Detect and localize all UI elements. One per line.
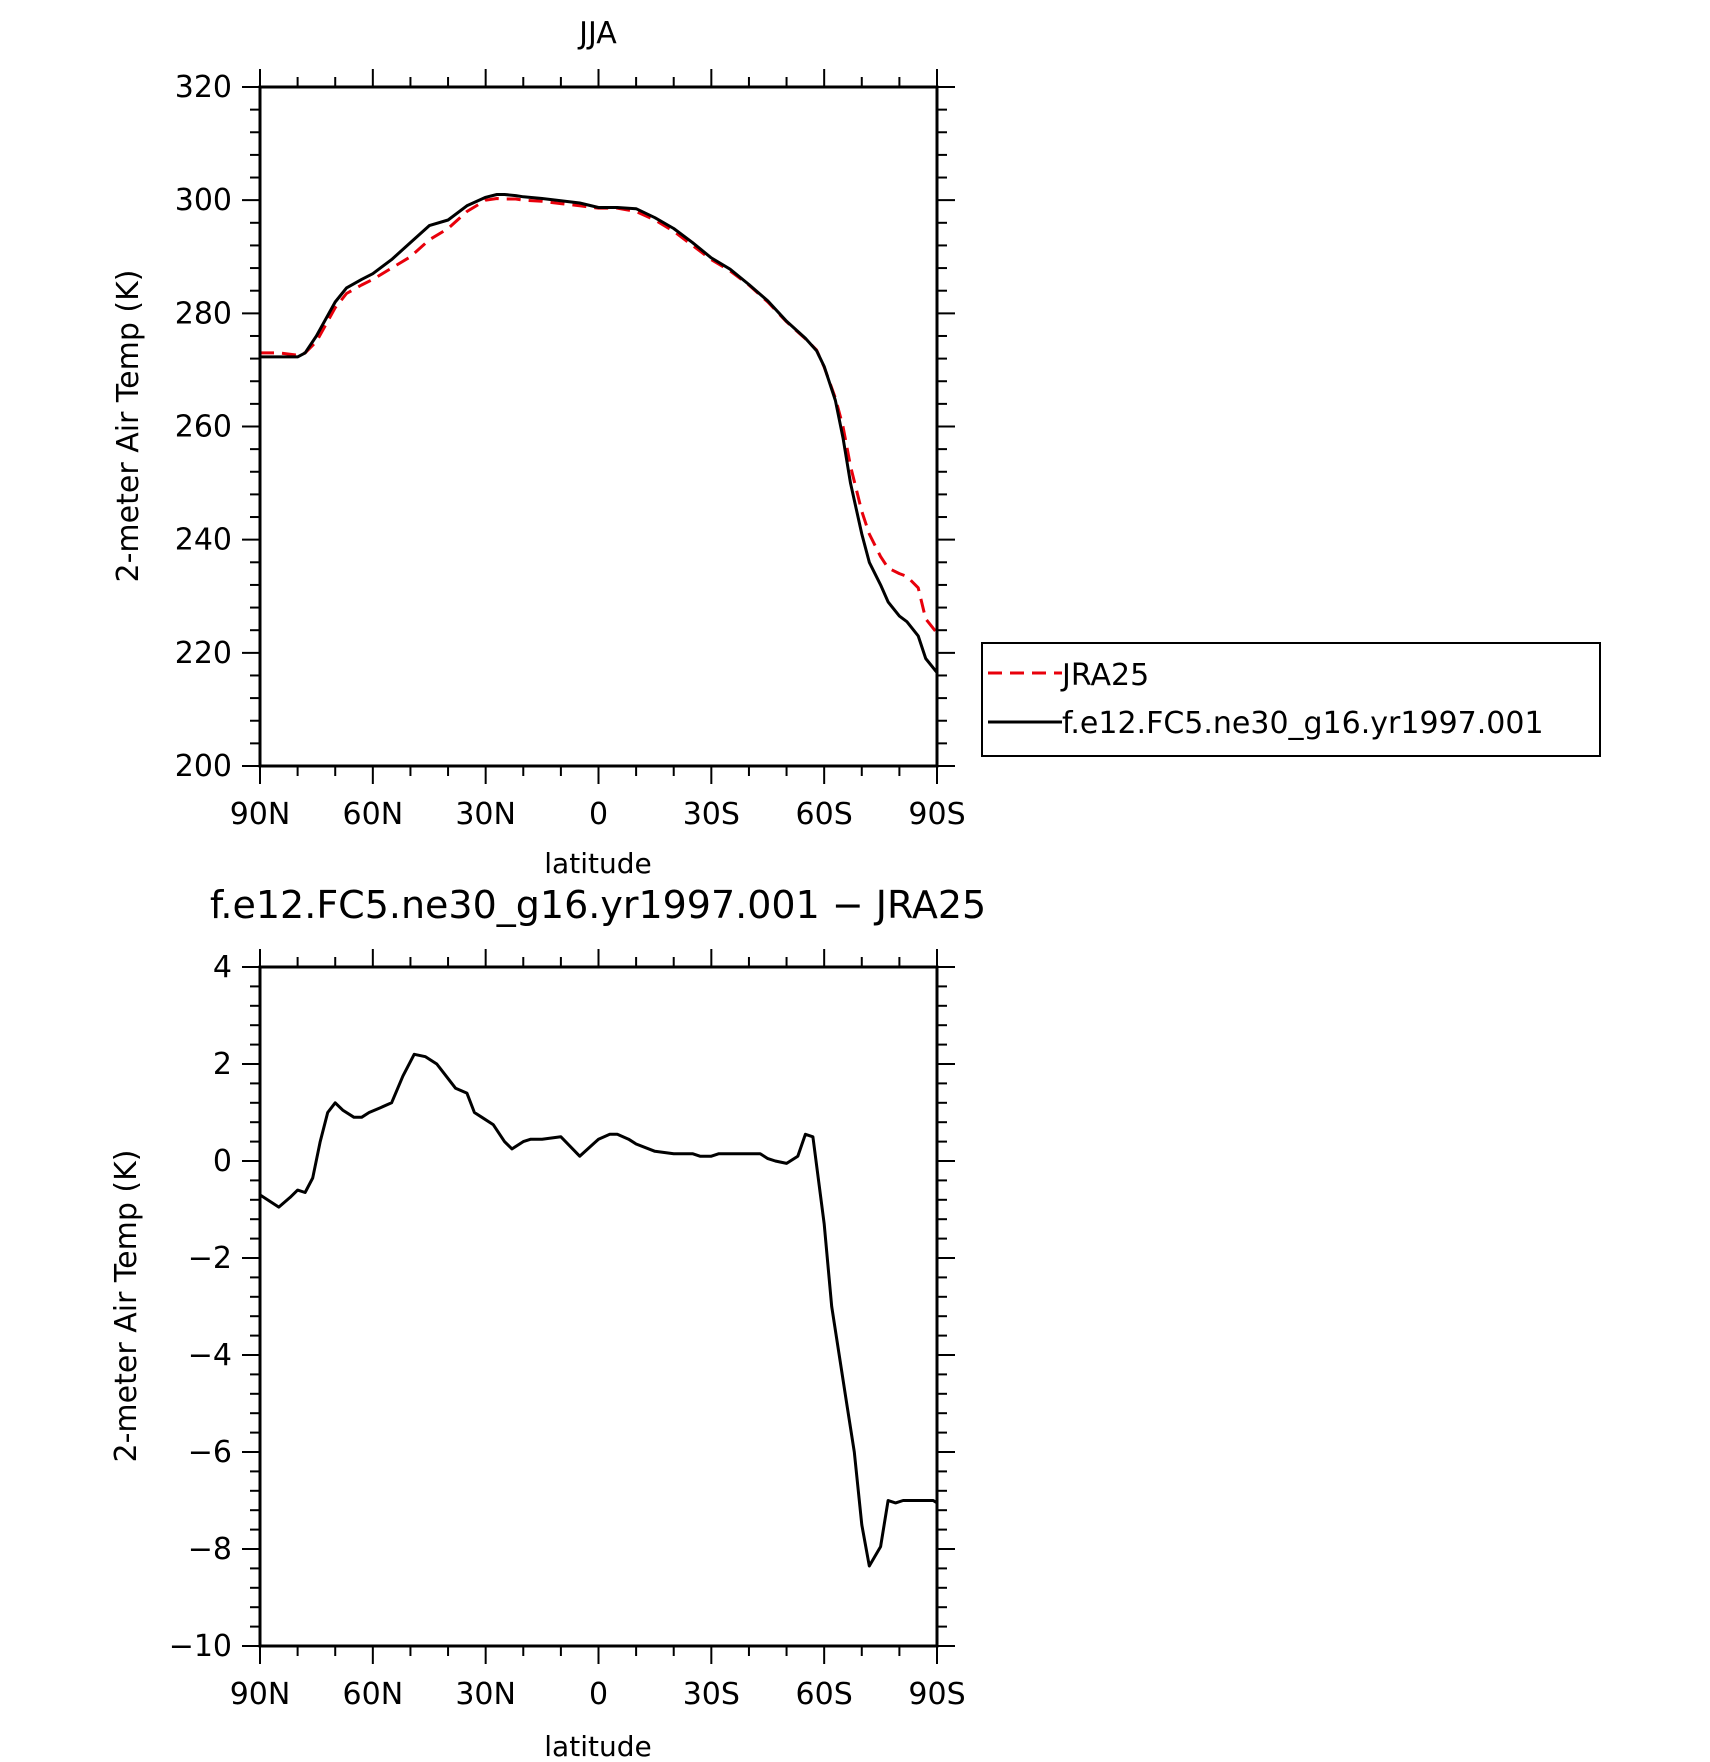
top-x-tick-label: 90N — [230, 797, 291, 832]
bottom-x-tick-label: 0 — [589, 1677, 608, 1712]
top-x-tick-label: 60N — [343, 797, 404, 832]
top-plot-frame — [258, 85, 939, 768]
top-x-tick-label: 30S — [683, 797, 740, 832]
top-y-tick-label: 240 — [175, 523, 232, 558]
top-chart-title: JJA — [577, 16, 617, 51]
bottom-y-axis-label: 2-meter Air Temp (K) — [109, 1150, 144, 1463]
bottom-x-axis-label: latitude — [544, 1730, 651, 1762]
legend: JRA25 f.e12.FC5.ne30_g16.yr1997.001 — [981, 642, 1601, 757]
bottom-x-tick-label: 90S — [908, 1677, 965, 1712]
bottom-y-tick-label: 2 — [213, 1047, 232, 1082]
top-tick-layer — [242, 69, 955, 784]
top-panel: JJA 90N 60N 30N 0 30S 60S 90S 200 220 240 260 280 30… — [111, 16, 1601, 880]
top-y-tick-label: 200 — [175, 749, 232, 784]
bottom-plot-frame — [258, 965, 939, 1648]
top-y-tick-label: 260 — [175, 410, 232, 445]
bottom-y-tick-label: −8 — [188, 1532, 232, 1567]
bottom-x-tick-label: 90N — [230, 1677, 291, 1712]
top-x-tick-label: 60S — [796, 797, 853, 832]
bottom-tick-layer — [242, 949, 955, 1664]
bottom-y-tick-label: −6 — [188, 1435, 232, 1470]
legend-label-model: f.e12.FC5.ne30_g16.yr1997.001 — [1062, 706, 1544, 741]
top-series-line-jra25 — [260, 197, 939, 634]
top-y-tick-label: 300 — [175, 183, 232, 218]
legend-box — [981, 642, 1601, 757]
bottom-y-tick-label: −4 — [188, 1338, 232, 1373]
bottom-tick-labels: 90N 60N 30N 0 30S 60S 90S −10 −8 −6 −4 −2 0 2 4 — [169, 950, 966, 1712]
top-x-axis-label: latitude — [544, 847, 651, 880]
top-series-line-model — [260, 193, 939, 674]
bottom-x-tick-label: 30N — [455, 1677, 516, 1712]
top-x-tick-label: 30N — [455, 797, 516, 832]
bottom-y-tick-label: −10 — [169, 1629, 232, 1664]
top-y-axis-label: 2-meter Air Temp (K) — [111, 270, 146, 583]
top-y-tick-label: 280 — [175, 296, 232, 331]
bottom-x-tick-label: 60S — [796, 1677, 853, 1712]
top-y-tick-label: 220 — [175, 636, 232, 671]
bottom-series-layer — [259, 1052, 938, 1568]
bottom-chart-title: f.e12.FC5.ne30_g16.yr1997.001 − JRA25 — [210, 883, 986, 927]
top-x-tick-label: 0 — [589, 797, 608, 832]
bottom-series-line-model — [259, 1052, 938, 1568]
bottom-panel: f.e12.FC5.ne30_g16.yr1997.001 − JRA25 90… — [109, 883, 986, 1762]
top-tick-labels: 90N 60N 30N 0 30S 60S 90S 200 220 240 260 280 300 320 — [175, 70, 966, 832]
legend-label-jra25: JRA25 — [1060, 658, 1149, 693]
bottom-y-tick-label: −2 — [188, 1241, 232, 1276]
bottom-y-tick-label: 0 — [213, 1144, 232, 1179]
top-series-layer — [260, 193, 939, 674]
bottom-x-tick-label: 60N — [343, 1677, 404, 1712]
bottom-x-tick-label: 30S — [683, 1677, 740, 1712]
top-x-tick-label: 90S — [908, 797, 965, 832]
bottom-y-tick-label: 4 — [213, 950, 232, 985]
top-y-tick-label: 320 — [175, 70, 232, 105]
